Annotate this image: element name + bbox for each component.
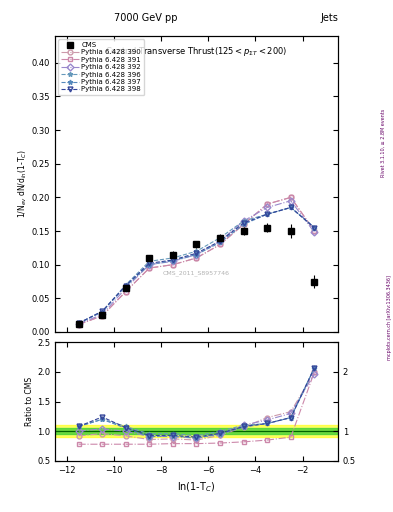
- Pythia 6.428 398: [218, 238, 222, 244]
- Pythia 6.428 391: [171, 262, 175, 268]
- Pythia 6.428 396: [147, 258, 152, 264]
- Text: Central Transverse Thrust$(125 < p_{\Sigma T} < 200)$: Central Transverse Thrust$(125 < p_{\Sig…: [105, 45, 288, 58]
- Text: 7000 GeV pp: 7000 GeV pp: [114, 13, 177, 23]
- Pythia 6.428 392: [147, 262, 152, 268]
- Pythia 6.428 396: [312, 225, 317, 231]
- Line: Pythia 6.428 397: Pythia 6.428 397: [76, 205, 317, 326]
- Pythia 6.428 397: [312, 225, 317, 231]
- Pythia 6.428 397: [194, 251, 199, 258]
- Pythia 6.428 398: [288, 204, 293, 210]
- Pythia 6.428 391: [76, 322, 81, 328]
- Pythia 6.428 390: [76, 322, 81, 328]
- Pythia 6.428 391: [147, 265, 152, 271]
- Pythia 6.428 392: [241, 218, 246, 224]
- Bar: [55, 425, 338, 437]
- Pythia 6.428 392: [312, 229, 317, 236]
- Pythia 6.428 391: [265, 201, 270, 207]
- Pythia 6.428 397: [288, 204, 293, 210]
- Y-axis label: 1/N$_{ev}$ dN/d$_{ln}$(1-T$_{C}$): 1/N$_{ev}$ dN/d$_{ln}$(1-T$_{C}$): [17, 150, 29, 219]
- X-axis label: ln(1-T$_{C}$): ln(1-T$_{C}$): [177, 480, 216, 494]
- Pythia 6.428 398: [194, 250, 199, 257]
- Text: Rivet 3.1.10, ≥ 2.8M events: Rivet 3.1.10, ≥ 2.8M events: [381, 109, 386, 178]
- Line: Pythia 6.428 398: Pythia 6.428 398: [76, 205, 317, 326]
- Y-axis label: Ratio to CMS: Ratio to CMS: [25, 377, 34, 426]
- Pythia 6.428 396: [241, 218, 246, 224]
- Pythia 6.428 396: [218, 234, 222, 241]
- Pythia 6.428 398: [100, 308, 105, 314]
- Pythia 6.428 390: [171, 262, 175, 268]
- Pythia 6.428 390: [218, 242, 222, 248]
- Pythia 6.428 391: [288, 194, 293, 200]
- Text: Jets: Jets: [320, 13, 338, 23]
- Pythia 6.428 392: [218, 238, 222, 244]
- Pythia 6.428 396: [265, 211, 270, 217]
- Pythia 6.428 398: [265, 211, 270, 217]
- Pythia 6.428 391: [100, 313, 105, 319]
- Pythia 6.428 392: [265, 204, 270, 210]
- Pythia 6.428 396: [194, 248, 199, 254]
- Pythia 6.428 398: [171, 257, 175, 263]
- Pythia 6.428 398: [312, 225, 317, 231]
- Pythia 6.428 391: [241, 221, 246, 227]
- Pythia 6.428 396: [100, 309, 105, 315]
- Text: CMS_2011_S8957746: CMS_2011_S8957746: [163, 270, 230, 275]
- Pythia 6.428 397: [171, 258, 175, 264]
- Pythia 6.428 392: [100, 311, 105, 317]
- Pythia 6.428 396: [123, 282, 128, 288]
- Pythia 6.428 397: [100, 309, 105, 315]
- Pythia 6.428 390: [123, 289, 128, 295]
- Pythia 6.428 391: [312, 228, 317, 234]
- Pythia 6.428 398: [123, 283, 128, 289]
- Text: mcplots.cern.ch [arXiv:1306.3436]: mcplots.cern.ch [arXiv:1306.3436]: [387, 275, 391, 360]
- Pythia 6.428 390: [312, 228, 317, 234]
- Line: Pythia 6.428 392: Pythia 6.428 392: [76, 198, 317, 326]
- Pythia 6.428 391: [194, 255, 199, 261]
- Legend: CMS, Pythia 6.428 390, Pythia 6.428 391, Pythia 6.428 392, Pythia 6.428 396, Pyt: CMS, Pythia 6.428 390, Pythia 6.428 391,…: [59, 39, 144, 95]
- Pythia 6.428 392: [171, 258, 175, 264]
- Pythia 6.428 392: [76, 321, 81, 327]
- Pythia 6.428 397: [265, 211, 270, 217]
- Pythia 6.428 396: [288, 204, 293, 210]
- Pythia 6.428 396: [171, 255, 175, 261]
- Pythia 6.428 390: [265, 201, 270, 207]
- Pythia 6.428 398: [76, 320, 81, 326]
- Pythia 6.428 397: [123, 283, 128, 289]
- Pythia 6.428 392: [123, 285, 128, 291]
- Pythia 6.428 397: [147, 262, 152, 268]
- Line: Pythia 6.428 390: Pythia 6.428 390: [76, 195, 317, 327]
- Pythia 6.428 397: [241, 221, 246, 227]
- Pythia 6.428 391: [218, 242, 222, 248]
- Pythia 6.428 397: [218, 240, 222, 246]
- Pythia 6.428 390: [147, 265, 152, 271]
- Pythia 6.428 397: [76, 320, 81, 326]
- Pythia 6.428 390: [241, 221, 246, 227]
- Pythia 6.428 398: [147, 260, 152, 266]
- Line: Pythia 6.428 391: Pythia 6.428 391: [76, 195, 317, 327]
- Pythia 6.428 392: [194, 251, 199, 258]
- Bar: [55, 428, 338, 434]
- Pythia 6.428 390: [194, 255, 199, 261]
- Pythia 6.428 392: [288, 198, 293, 204]
- Pythia 6.428 396: [76, 320, 81, 326]
- Pythia 6.428 398: [241, 220, 246, 226]
- Pythia 6.428 390: [288, 194, 293, 200]
- Line: Pythia 6.428 396: Pythia 6.428 396: [76, 205, 317, 326]
- Pythia 6.428 390: [100, 313, 105, 319]
- Pythia 6.428 391: [123, 289, 128, 295]
